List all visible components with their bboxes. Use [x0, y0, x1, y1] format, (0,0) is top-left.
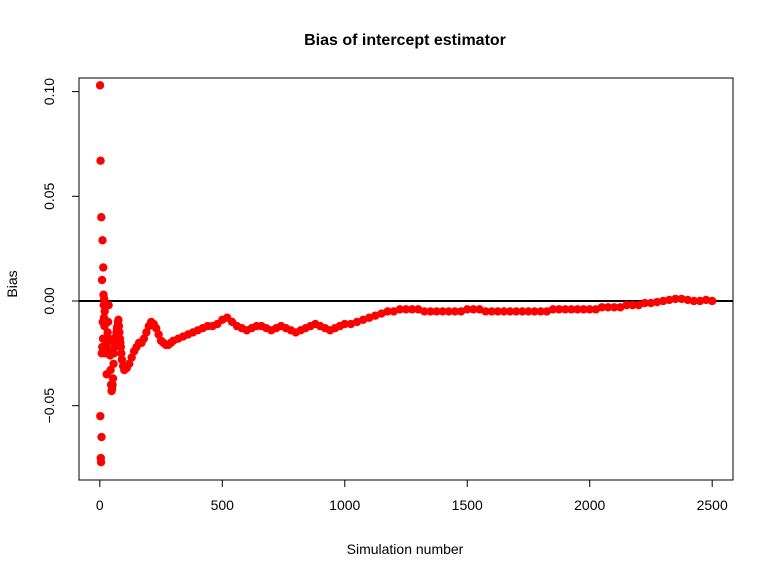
plot-area — [78, 77, 734, 481]
x-tick-label: 2000 — [574, 497, 605, 513]
data-point — [395, 305, 405, 314]
data-point — [100, 294, 109, 304]
data-point — [493, 307, 503, 316]
data-point — [640, 298, 650, 308]
data-point — [463, 305, 472, 314]
data-point — [97, 432, 106, 442]
data-point — [106, 365, 115, 375]
data-point — [103, 317, 113, 327]
data-point — [401, 305, 411, 314]
data-point — [518, 307, 527, 316]
data-point — [99, 263, 108, 272]
data-point — [573, 305, 582, 314]
data-point — [603, 303, 613, 312]
data-point — [554, 305, 564, 314]
data-point — [622, 300, 631, 310]
data-point — [116, 342, 126, 352]
data-point — [420, 307, 429, 316]
y-axis-label: Bias — [4, 270, 20, 297]
x-tick-label: 1000 — [329, 497, 360, 513]
x-tick-label: 0 — [96, 497, 104, 513]
data-point — [499, 307, 509, 316]
data-point — [109, 349, 119, 358]
data-point — [487, 307, 496, 316]
data-point — [340, 319, 349, 329]
y-tick-label: −0.05 — [41, 388, 57, 424]
data-point — [426, 307, 435, 316]
data-point — [114, 315, 123, 325]
chart-title: Bias of intercept estimator — [304, 32, 506, 49]
data-point — [469, 305, 478, 314]
data-point — [444, 307, 454, 316]
data-points — [95, 81, 717, 467]
data-point — [114, 321, 124, 331]
data-point — [96, 458, 106, 467]
x-axis-label: Simulation number — [347, 541, 464, 557]
data-point — [548, 305, 558, 314]
data-point — [407, 305, 417, 314]
y-axis: −0.05 0.00 0.05 0.10 — [41, 78, 79, 424]
data-point — [707, 296, 717, 306]
y-tick-label: 0.05 — [41, 182, 57, 209]
y-tick-label: 0.10 — [41, 78, 57, 105]
data-point — [108, 380, 117, 389]
x-tick-label: 500 — [211, 497, 235, 513]
data-point — [610, 303, 619, 312]
data-point — [481, 307, 490, 316]
y-tick-label: 0.00 — [41, 287, 57, 314]
data-point — [383, 307, 392, 316]
data-point — [530, 307, 539, 316]
data-point — [104, 334, 114, 343]
data-point — [579, 305, 588, 314]
data-point — [97, 275, 107, 285]
data-point — [438, 307, 447, 316]
data-point — [96, 156, 105, 165]
data-point — [432, 307, 441, 316]
x-axis: 0 500 1000 1500 2000 2500 — [96, 480, 728, 513]
data-point — [512, 307, 521, 316]
data-point — [536, 307, 545, 316]
data-point — [98, 236, 107, 245]
data-point — [689, 296, 699, 306]
data-point — [115, 328, 124, 337]
data-point — [117, 349, 126, 358]
data-point — [96, 411, 105, 421]
data-point — [505, 307, 515, 316]
data-point — [95, 81, 105, 90]
data-point — [597, 303, 607, 312]
data-point — [100, 307, 109, 316]
data-point — [103, 328, 112, 337]
data-point — [524, 307, 533, 316]
data-point — [567, 305, 576, 314]
data-point — [628, 300, 637, 310]
data-point — [450, 307, 460, 316]
data-point — [561, 305, 570, 314]
x-tick-label: 1500 — [452, 497, 483, 513]
data-point — [108, 374, 118, 383]
x-tick-label: 2500 — [697, 497, 728, 513]
data-point — [104, 300, 113, 310]
data-point — [117, 355, 127, 364]
data-point — [109, 359, 118, 368]
data-point — [97, 213, 106, 222]
data-point — [585, 305, 594, 314]
data-point — [671, 294, 680, 304]
